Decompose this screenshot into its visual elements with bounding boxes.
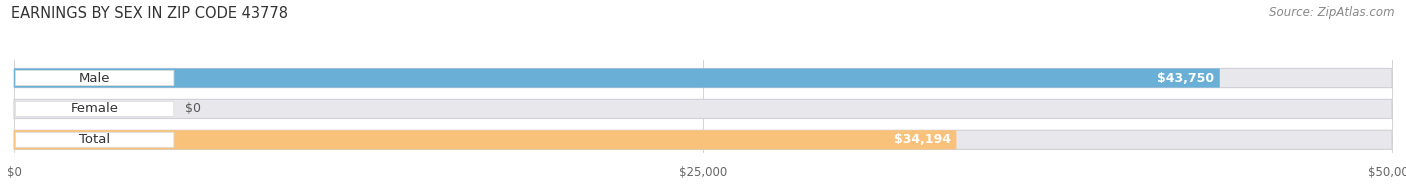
- Text: Total: Total: [79, 133, 110, 146]
- FancyBboxPatch shape: [14, 68, 1220, 88]
- Text: $43,750: $43,750: [1157, 72, 1215, 84]
- FancyBboxPatch shape: [15, 102, 174, 116]
- Text: Female: Female: [70, 103, 118, 115]
- Text: EARNINGS BY SEX IN ZIP CODE 43778: EARNINGS BY SEX IN ZIP CODE 43778: [11, 6, 288, 21]
- FancyBboxPatch shape: [14, 130, 1392, 149]
- FancyBboxPatch shape: [15, 132, 174, 147]
- FancyBboxPatch shape: [14, 68, 1392, 88]
- Text: Male: Male: [79, 72, 110, 84]
- Text: $0: $0: [184, 103, 201, 115]
- FancyBboxPatch shape: [15, 71, 174, 85]
- FancyBboxPatch shape: [14, 130, 956, 149]
- Text: Source: ZipAtlas.com: Source: ZipAtlas.com: [1270, 6, 1395, 19]
- FancyBboxPatch shape: [14, 99, 1392, 119]
- Text: $34,194: $34,194: [894, 133, 950, 146]
